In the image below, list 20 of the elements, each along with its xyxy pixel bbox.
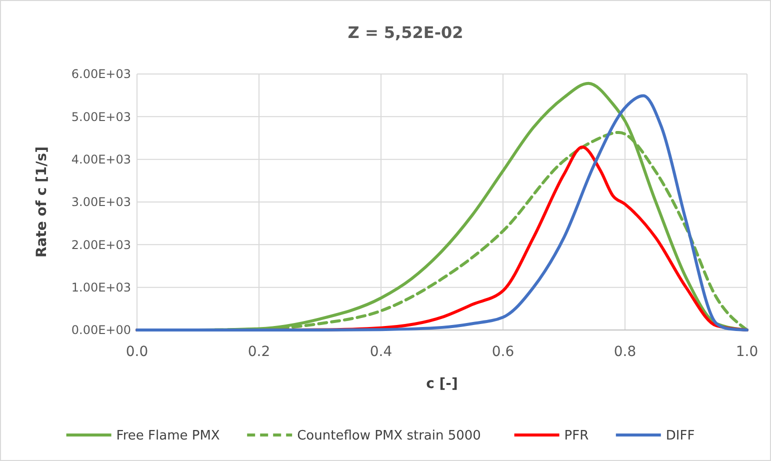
legend-label: Counteflow PMX strain 5000 [297,428,481,444]
x-axis-title: c [-] [426,376,458,392]
x-tick-label: 0.8 [614,344,636,360]
y-tick-label: 0.00E+00 [71,323,131,338]
x-tick-label: 0.0 [126,344,148,360]
x-tick-label: 0.6 [492,344,514,360]
y-axis-title: Rate of c [1/s] [34,146,50,258]
y-tick-label: 6.00E+03 [71,67,131,82]
y-tick-label: 1.00E+03 [71,280,131,295]
legend-label: DIFF [666,428,695,444]
y-tick-label: 2.00E+03 [71,238,131,252]
legend-label: Free Flame PMX [116,428,220,444]
chart-title: Z = 5,52E-02 [348,23,464,42]
x-tick-label: 1.0 [736,344,758,360]
x-tick-label: 0.2 [248,344,270,360]
x-tick-label: 0.4 [370,344,392,360]
y-tick-label: 4.00E+03 [71,152,131,167]
y-tick-label: 5.00E+03 [71,110,131,124]
y-tick-label: 3.00E+03 [71,195,131,210]
legend-label: PFR [564,428,589,444]
